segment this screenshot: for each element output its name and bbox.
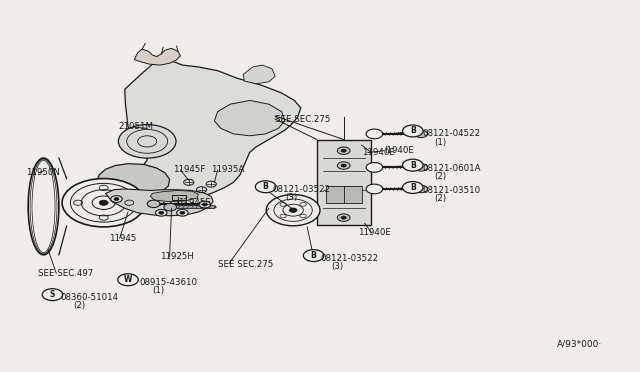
Circle shape — [202, 203, 207, 206]
Polygon shape — [125, 60, 301, 198]
Circle shape — [177, 209, 188, 216]
Circle shape — [415, 130, 428, 138]
Ellipse shape — [28, 158, 59, 255]
Circle shape — [289, 208, 297, 212]
Text: (2): (2) — [434, 172, 446, 181]
Text: 11945E: 11945E — [178, 198, 211, 207]
Text: B: B — [410, 126, 415, 135]
Text: 08121-03522: 08121-03522 — [272, 185, 330, 194]
Text: 11945: 11945 — [109, 234, 136, 243]
Circle shape — [111, 196, 122, 202]
Text: 08121-03510: 08121-03510 — [422, 186, 481, 195]
Polygon shape — [214, 100, 285, 136]
Circle shape — [118, 125, 176, 158]
Circle shape — [118, 274, 138, 286]
Bar — [172, 195, 186, 200]
Circle shape — [341, 216, 346, 219]
Text: 21051M: 21051M — [118, 122, 154, 131]
Circle shape — [147, 200, 160, 208]
Text: 11945F: 11945F — [173, 165, 205, 174]
Text: (1): (1) — [434, 138, 446, 147]
Circle shape — [341, 149, 346, 152]
Text: B: B — [410, 183, 415, 192]
Text: W: W — [124, 275, 132, 284]
Circle shape — [156, 209, 167, 216]
Circle shape — [337, 162, 350, 169]
Circle shape — [266, 195, 320, 226]
Text: (1): (1) — [152, 286, 164, 295]
Text: (3): (3) — [285, 193, 297, 202]
Circle shape — [42, 289, 63, 301]
Text: I1940E: I1940E — [384, 146, 414, 155]
Text: 11935A: 11935A — [211, 165, 244, 174]
Circle shape — [366, 184, 383, 194]
Text: (2): (2) — [74, 301, 86, 310]
Polygon shape — [134, 48, 180, 65]
Text: S: S — [50, 290, 55, 299]
Text: SEE SEC.497: SEE SEC.497 — [38, 269, 93, 278]
Circle shape — [164, 203, 177, 211]
Text: 08121-03522: 08121-03522 — [320, 254, 378, 263]
Polygon shape — [97, 164, 170, 196]
Circle shape — [199, 201, 211, 208]
Circle shape — [337, 147, 350, 154]
Circle shape — [403, 125, 423, 137]
Text: B: B — [263, 182, 268, 191]
Circle shape — [180, 211, 185, 214]
Circle shape — [415, 164, 428, 171]
Text: 11950N: 11950N — [26, 169, 60, 177]
Circle shape — [415, 185, 428, 193]
Text: 11925H: 11925H — [160, 252, 194, 261]
Text: 11940E: 11940E — [362, 148, 394, 157]
Circle shape — [337, 214, 350, 221]
Polygon shape — [172, 206, 216, 208]
Circle shape — [99, 200, 108, 205]
Circle shape — [159, 211, 164, 214]
Text: 08360-51014: 08360-51014 — [61, 293, 119, 302]
Text: B: B — [410, 161, 415, 170]
Text: SEE SEC.275: SEE SEC.275 — [218, 260, 273, 269]
Polygon shape — [106, 189, 213, 216]
Text: (3): (3) — [332, 262, 344, 271]
Circle shape — [303, 250, 324, 262]
Text: B: B — [311, 251, 316, 260]
Circle shape — [341, 164, 346, 167]
Circle shape — [255, 181, 276, 193]
Circle shape — [62, 179, 145, 227]
Bar — [317, 140, 371, 225]
Circle shape — [366, 163, 383, 172]
Polygon shape — [243, 65, 275, 84]
Text: 11940E: 11940E — [358, 228, 391, 237]
Circle shape — [403, 182, 423, 193]
Circle shape — [366, 129, 383, 139]
Text: SEE SEC.275: SEE SEC.275 — [275, 115, 331, 124]
Polygon shape — [150, 190, 198, 202]
Text: 08121-0601A: 08121-0601A — [422, 164, 481, 173]
Bar — [326, 186, 362, 203]
Text: A/93*000·: A/93*000· — [557, 340, 602, 349]
Text: 08121-04522: 08121-04522 — [422, 129, 481, 138]
Text: (2): (2) — [434, 194, 446, 203]
Circle shape — [114, 198, 119, 201]
Text: 08915-43610: 08915-43610 — [140, 278, 198, 287]
Circle shape — [403, 159, 423, 171]
